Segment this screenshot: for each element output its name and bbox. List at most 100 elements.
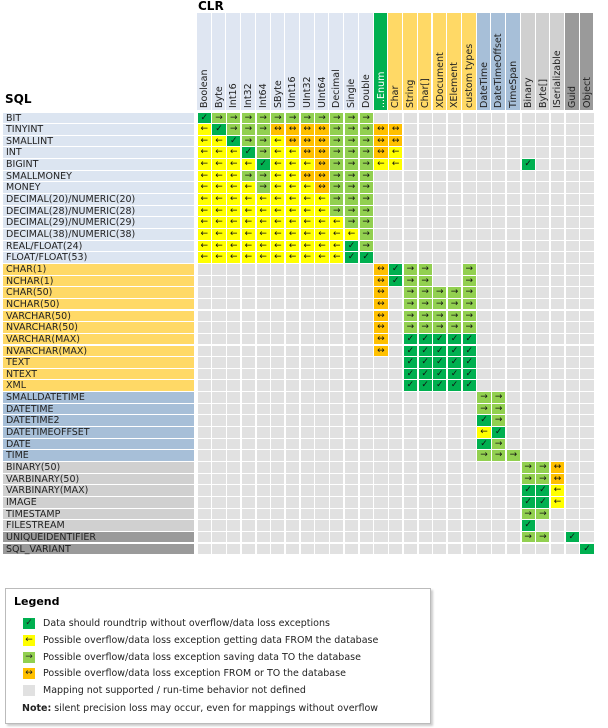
empty-cell — [492, 508, 506, 520]
empty-cell — [197, 403, 211, 415]
column-header-label: Single — [346, 78, 358, 108]
empty-cell — [344, 392, 359, 403]
empty-cell — [344, 531, 359, 543]
legend-title: Legend — [14, 595, 60, 608]
empty-cell — [286, 275, 300, 287]
empty-cell — [492, 263, 506, 275]
empty-cell — [418, 462, 432, 473]
empty-cell — [359, 333, 373, 345]
empty-cell — [241, 473, 256, 485]
arrow-left-icon: ← — [286, 217, 300, 228]
empty-cell — [389, 415, 403, 426]
empty-cell — [462, 240, 476, 252]
arrow-left-icon: ← — [212, 135, 226, 147]
empty-cell — [580, 438, 594, 450]
arrow-left-icon: ← — [286, 229, 300, 240]
empty-cell — [506, 147, 520, 159]
empty-cell — [462, 252, 476, 263]
empty-cell — [256, 531, 270, 543]
empty-cell — [506, 310, 520, 322]
arrow-left-icon: ← — [197, 229, 211, 240]
arrow-right-icon: → — [521, 508, 535, 520]
empty-cell — [300, 345, 314, 357]
empty-cell — [374, 182, 388, 193]
arrow-left-icon: ← — [197, 147, 211, 159]
empty-cell — [344, 496, 359, 508]
empty-cell — [550, 380, 565, 392]
empty-cell — [359, 462, 373, 473]
arrow-left-icon: ← — [300, 217, 314, 228]
column-header: DateTime — [476, 13, 491, 110]
empty-cell — [492, 229, 506, 240]
arrow-both-icon: ↔ — [374, 287, 388, 298]
empty-cell — [403, 473, 417, 485]
empty-cell — [492, 147, 506, 159]
empty-cell — [197, 287, 211, 298]
arrow-left-icon: ← — [286, 147, 300, 159]
arrow-left-icon: ← — [389, 147, 403, 159]
empty-cell — [550, 368, 565, 380]
empty-cell — [580, 217, 594, 228]
empty-cell — [506, 543, 520, 555]
arrow-right-icon: → — [344, 112, 359, 124]
arrow-left-icon: ← — [271, 182, 285, 193]
empty-cell — [506, 287, 520, 298]
row-label: NTEXT — [3, 368, 194, 380]
empty-cell — [359, 357, 373, 368]
column-header: DateTimeOffset — [491, 13, 506, 110]
empty-cell — [227, 275, 241, 287]
column-header-label: XDocument — [434, 52, 446, 108]
arrow-left-icon: ← — [330, 240, 344, 252]
empty-cell — [227, 438, 241, 450]
empty-cell — [286, 263, 300, 275]
arrow-right-icon: → — [359, 135, 373, 147]
empty-cell — [506, 520, 520, 531]
arrow-left-icon: ← — [241, 194, 256, 205]
arrow-left-icon: ← — [241, 205, 256, 217]
empty-cell — [256, 415, 270, 426]
empty-cell — [447, 485, 462, 496]
empty-cell — [433, 508, 447, 520]
arrow-right-icon: → — [23, 651, 35, 663]
check-icon: ✓ — [418, 333, 432, 345]
arrow-left-icon: ← — [197, 170, 211, 182]
row-label: TIMESTAMP — [3, 508, 194, 519]
check-icon: ✓ — [403, 357, 417, 368]
arrow-right-icon: → — [477, 450, 491, 461]
empty-cell — [359, 275, 373, 287]
arrow-both-icon: ↔ — [389, 124, 403, 135]
empty-cell — [492, 205, 506, 217]
empty-cell — [330, 298, 344, 310]
empty-cell — [389, 310, 403, 322]
empty-cell — [521, 298, 535, 310]
empty-cell — [418, 438, 432, 450]
empty-cell — [197, 508, 211, 520]
empty-cell — [227, 485, 241, 496]
empty-cell — [506, 438, 520, 450]
empty-cell — [315, 333, 329, 345]
empty-cell — [506, 159, 520, 170]
empty-cell — [286, 287, 300, 298]
empty-cell — [403, 170, 417, 182]
empty-cell — [565, 124, 579, 135]
empty-cell — [315, 520, 329, 531]
arrow-left-icon: ← — [212, 240, 226, 252]
empty-cell — [492, 170, 506, 182]
empty-cell — [344, 310, 359, 322]
empty-cell — [580, 380, 594, 392]
empty-cell — [212, 298, 226, 310]
empty-cell — [521, 380, 535, 392]
column-header: custom types — [461, 13, 476, 110]
empty-cell — [344, 438, 359, 450]
empty-cell — [197, 531, 211, 543]
check-icon: ✓ — [418, 368, 432, 380]
arrow-left-icon: ← — [23, 634, 35, 646]
empty-cell — [565, 520, 579, 531]
empty-cell — [271, 508, 285, 520]
column-header: Char[] — [417, 13, 432, 110]
column-header-label: Guid — [567, 85, 578, 108]
empty-cell — [580, 508, 594, 520]
empty-cell — [492, 112, 506, 124]
empty-cell — [462, 205, 476, 217]
empty-cell — [521, 275, 535, 287]
